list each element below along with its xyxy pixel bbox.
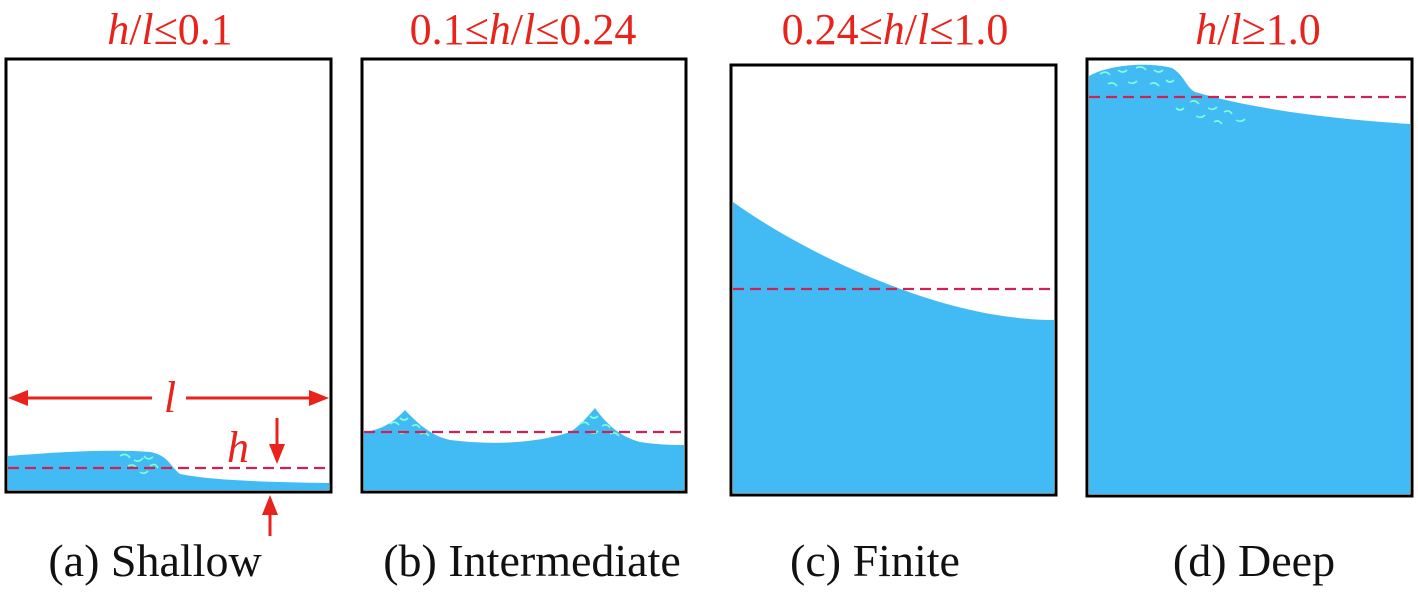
tank-a bbox=[4, 57, 333, 494]
length-arrowhead-right bbox=[309, 390, 329, 406]
depth-arrowhead-top bbox=[269, 444, 285, 464]
spray-d bbox=[1099, 66, 1246, 125]
tank-c bbox=[729, 63, 1058, 497]
caption-a: (a) Shallow bbox=[48, 535, 262, 586]
caption-b: (b) Intermediate bbox=[383, 535, 681, 586]
depth-symbol: h bbox=[227, 423, 249, 472]
length-arrowhead-left bbox=[8, 390, 28, 406]
tank-a-interior bbox=[6, 59, 331, 492]
ratio-label-d: h/l≥1.0 bbox=[1195, 5, 1321, 54]
tank-b-border bbox=[360, 57, 688, 494]
water-b bbox=[364, 408, 684, 490]
ratio-label-c: 0.24≤h/l≤1.0 bbox=[782, 5, 1009, 54]
tank-c-border bbox=[729, 63, 1058, 497]
depth-dimension: h bbox=[227, 418, 285, 536]
tank-d bbox=[1085, 57, 1414, 498]
water-c bbox=[733, 202, 1054, 493]
tank-a-border bbox=[4, 57, 333, 494]
ratio-label-b: 0.1≤h/l≤0.24 bbox=[410, 5, 637, 54]
water-a bbox=[8, 450, 329, 490]
caption-c: (c) Finite bbox=[790, 535, 960, 586]
depth-arrowhead-bottom bbox=[262, 495, 278, 515]
length-dimension: l bbox=[8, 373, 329, 422]
tank-b-interior bbox=[362, 59, 686, 492]
caption-d: (d) Deep bbox=[1173, 535, 1335, 586]
water-d bbox=[1089, 64, 1410, 494]
ratio-label-a: h/l≤0.1 bbox=[107, 5, 233, 54]
spray-a bbox=[119, 453, 159, 475]
tank-b bbox=[360, 57, 688, 494]
tank-d-border bbox=[1085, 57, 1414, 498]
length-symbol: l bbox=[164, 373, 176, 422]
spray-b bbox=[389, 415, 620, 437]
